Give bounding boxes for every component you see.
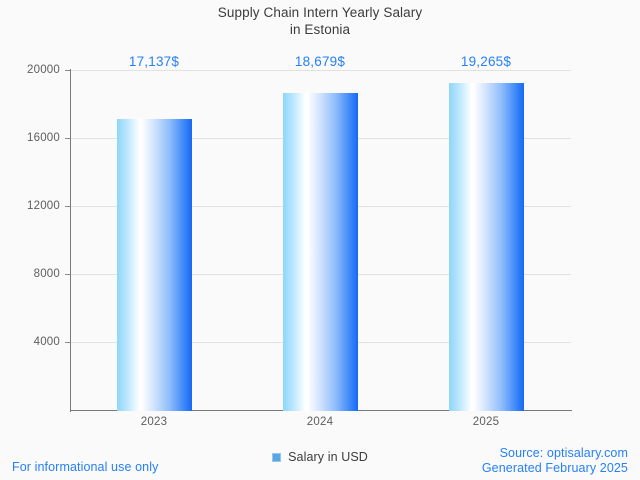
chart-title-line-2: in Estonia [289, 22, 351, 37]
source-block: Source: optisalary.com Generated Februar… [368, 446, 628, 476]
ytick-mark-16000 [65, 138, 71, 139]
ytick-mark-20000 [65, 70, 71, 71]
xtick-label-2023: 2023 [140, 416, 168, 428]
gridline-20000 [71, 70, 571, 71]
value-label-2023: 17,137$ [128, 54, 180, 69]
ytick-mark-4000 [65, 342, 71, 343]
chart-title: Supply Chain Intern Yearly Salary in Est… [0, 4, 640, 38]
ytick-label-20000: 20000 [27, 64, 60, 76]
chart-legend: Salary in USD [0, 450, 640, 464]
xtick-label-2025: 2025 [472, 416, 500, 428]
ytick-label-12000: 12000 [27, 200, 60, 212]
bar-2025[interactable] [449, 83, 524, 411]
legend-label-salary-in-usd[interactable]: Salary in USD [288, 450, 368, 464]
disclaimer-text: For informational use only [12, 460, 159, 474]
generated-date-text: Generated February 2025 [481, 461, 628, 475]
ytick-label-8000: 8000 [33, 268, 60, 280]
legend-swatch-salary-in-usd[interactable] [272, 452, 282, 462]
chart-title-line-1: Supply Chain Intern Yearly Salary [217, 5, 423, 20]
bar-2024[interactable] [283, 93, 358, 411]
value-label-2024: 18,679$ [294, 54, 346, 69]
bar-2023[interactable] [117, 119, 192, 411]
value-label-2025: 19,265$ [460, 54, 512, 69]
ytick-mark-12000 [65, 206, 71, 207]
ytick-label-4000: 4000 [33, 336, 60, 348]
source-text: Source: optisalary.com [499, 446, 628, 460]
ytick-mark-8000 [65, 274, 71, 275]
xtick-label-2024: 2024 [306, 416, 334, 428]
y-axis-line [70, 69, 71, 412]
ytick-label-16000: 16000 [27, 132, 60, 144]
